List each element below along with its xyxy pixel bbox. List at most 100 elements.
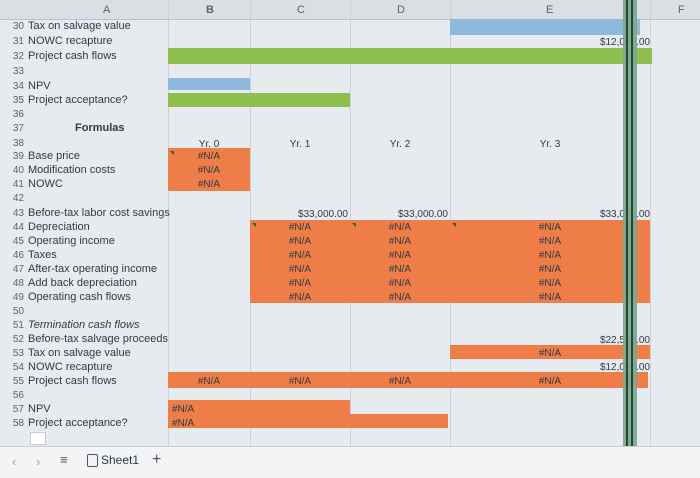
- row-number: 41: [12, 179, 24, 190]
- row-label: Base price: [28, 150, 80, 162]
- column-header-f[interactable]: F: [678, 4, 685, 16]
- column-header-b[interactable]: B: [206, 4, 214, 16]
- npv-orange-block: [168, 400, 350, 428]
- acceptance-green-row: [168, 93, 350, 107]
- row-number: 45: [12, 236, 24, 247]
- error-marker-icon: [252, 223, 256, 227]
- add-sheet-button[interactable]: +: [152, 451, 162, 468]
- row-number: 34: [12, 81, 24, 92]
- na-cell[interactable]: #N/A: [538, 292, 562, 303]
- row-label: Operating cash flows: [28, 291, 131, 303]
- row-number: 39: [12, 151, 24, 162]
- error-marker-icon: [452, 223, 456, 227]
- row-label: Before-tax salvage proceeds: [28, 333, 169, 345]
- row-label: NPV: [28, 80, 51, 92]
- npv-blue-cell: [168, 78, 250, 90]
- na-cell[interactable]: #N/A: [538, 264, 562, 275]
- column-header-e[interactable]: E: [546, 4, 554, 16]
- na-cell[interactable]: #N/A: [388, 278, 412, 289]
- na-cell[interactable]: #N/A: [197, 179, 221, 190]
- na-cell[interactable]: #N/A: [388, 250, 412, 261]
- na-cell[interactable]: #N/A: [288, 236, 312, 247]
- na-cell[interactable]: #N/A: [288, 376, 312, 387]
- na-cell[interactable]: #N/A: [197, 376, 221, 387]
- row-number: 48: [12, 278, 24, 289]
- cell-d43[interactable]: $33,000.00: [397, 209, 448, 220]
- na-cell[interactable]: #N/A: [288, 278, 312, 289]
- na-cell[interactable]: #N/A: [388, 292, 412, 303]
- row-label: Project cash flows: [28, 375, 117, 387]
- na-cell[interactable]: #N/A: [388, 376, 412, 387]
- sheet-menu-icon[interactable]: ≡: [60, 452, 68, 467]
- column-header-c[interactable]: C: [297, 4, 305, 16]
- row-label: After-tax operating income: [28, 263, 158, 275]
- year-0-label: Yr. 0: [198, 139, 220, 150]
- row-label: NOWC recapture: [28, 361, 113, 373]
- row-number: 54: [12, 362, 24, 373]
- na-cell[interactable]: #N/A: [288, 222, 312, 233]
- row-number: 55: [12, 376, 24, 387]
- na-cell[interactable]: #N/A: [388, 222, 412, 233]
- row-label: Tax on salvage value: [28, 347, 131, 359]
- na-cell[interactable]: #N/A: [388, 236, 412, 247]
- row-label: Operating income: [28, 235, 115, 247]
- na-cell[interactable]: #N/A: [197, 165, 221, 176]
- na-cell[interactable]: #N/A: [288, 292, 312, 303]
- row-label: Tax on salvage value: [28, 20, 131, 32]
- na-cell[interactable]: #N/A: [197, 151, 221, 162]
- horizontal-scroll-thumb[interactable]: [30, 432, 46, 445]
- row-label: Taxes: [28, 249, 57, 261]
- row-number: 46: [12, 250, 24, 261]
- column-header-a[interactable]: A: [103, 4, 111, 16]
- na-cell[interactable]: #N/A: [538, 250, 562, 261]
- scroll-left-icon[interactable]: ‹: [12, 454, 17, 469]
- row-label: Add back depreciation: [28, 277, 137, 289]
- row-number: 51: [12, 320, 24, 331]
- operating-orange-block: [250, 220, 650, 303]
- na-cell[interactable]: #N/A: [288, 264, 312, 275]
- lock-icon: [87, 454, 98, 467]
- error-marker-icon: [170, 151, 174, 155]
- row-number: 44: [12, 222, 24, 233]
- na-cell[interactable]: #N/A: [172, 418, 195, 429]
- error-marker-icon: [352, 223, 356, 227]
- column-header-d[interactable]: D: [397, 4, 405, 16]
- na-cell[interactable]: #N/A: [538, 348, 562, 359]
- row-number: 43: [12, 208, 24, 219]
- selection-border: [626, 0, 628, 446]
- row-number: 38: [12, 138, 24, 149]
- row-label: Before-tax labor cost savings: [28, 207, 170, 219]
- na-cell[interactable]: #N/A: [172, 404, 195, 415]
- header-blue-band: [450, 19, 640, 35]
- cell-c43[interactable]: $33,000.00: [297, 209, 348, 220]
- na-cell[interactable]: #N/A: [538, 236, 562, 247]
- row-label: Modification costs: [28, 164, 116, 176]
- sheet-tab-bar: [0, 446, 700, 478]
- row-number: 33: [12, 66, 24, 77]
- row-label: Termination cash flows: [28, 319, 140, 331]
- na-cell[interactable]: #N/A: [538, 376, 562, 387]
- selection-border: [631, 0, 633, 446]
- row-label: NOWC recapture: [28, 35, 113, 47]
- row-number: 57: [12, 404, 24, 415]
- row-number: 32: [12, 51, 24, 62]
- row-number: 47: [12, 264, 24, 275]
- scroll-right-icon[interactable]: ›: [36, 454, 41, 469]
- row-number: 50: [12, 306, 24, 317]
- row-number: 53: [12, 348, 24, 359]
- na-cell[interactable]: #N/A: [288, 250, 312, 261]
- row-number: 52: [12, 334, 24, 345]
- year-3-label: Yr. 3: [539, 139, 561, 150]
- na-cell[interactable]: #N/A: [388, 264, 412, 275]
- row-number: 36: [12, 109, 24, 120]
- sheet-tab-sheet1[interactable]: Sheet1: [85, 451, 147, 471]
- row-number: 56: [12, 390, 24, 401]
- row-label: Depreciation: [28, 221, 90, 233]
- na-cell[interactable]: #N/A: [538, 278, 562, 289]
- row-number: 31: [12, 36, 24, 47]
- yr0-orange-block: [168, 148, 250, 191]
- na-cell[interactable]: #N/A: [538, 222, 562, 233]
- salvage-orange-cell: [450, 345, 650, 359]
- row-number: 37: [12, 123, 24, 134]
- row-label: Project acceptance?: [28, 417, 128, 429]
